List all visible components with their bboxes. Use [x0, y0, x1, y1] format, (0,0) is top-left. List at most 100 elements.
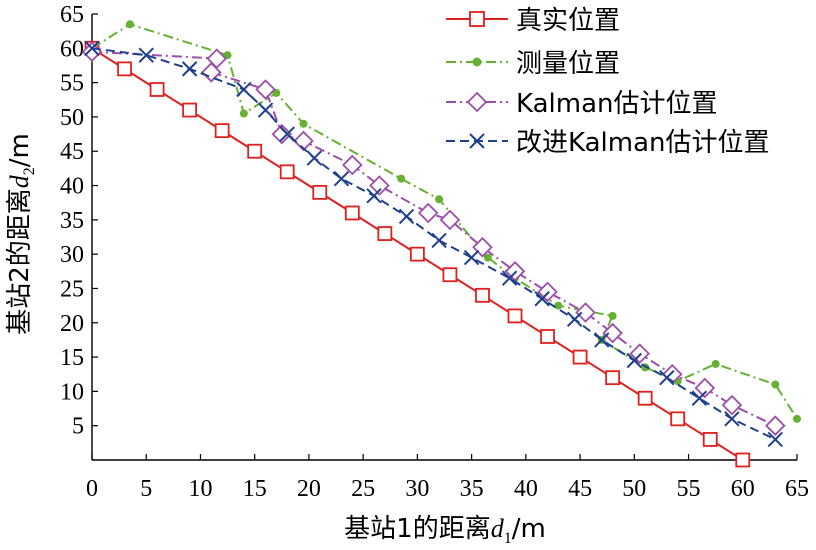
x-tick-label: 40	[514, 476, 538, 502]
x-tick-label: 25	[351, 476, 375, 502]
y-tick-label: 30	[60, 242, 84, 268]
x-marker	[566, 311, 583, 328]
x-marker	[767, 431, 784, 448]
dot-marker-icon	[472, 57, 482, 67]
y-tick-label: 20	[60, 311, 84, 337]
square-marker	[214, 123, 230, 139]
diamond-marker	[629, 343, 651, 364]
x-marker	[257, 102, 274, 118]
x-marker	[138, 47, 154, 63]
x-marker	[431, 232, 447, 249]
x-marker	[333, 170, 350, 187]
square-marker-icon	[469, 11, 485, 27]
y-tick-label: 25	[60, 276, 84, 302]
dot-marker	[397, 174, 406, 183]
square-marker	[279, 164, 295, 180]
series-4	[84, 40, 784, 448]
square-marker	[670, 411, 686, 427]
dot-marker	[125, 20, 134, 29]
diamond-marker	[271, 123, 293, 145]
diamond-marker	[575, 302, 596, 323]
x-marker	[181, 61, 198, 77]
dot-marker	[239, 109, 248, 118]
legend-label: 改进Kalman估计位置	[516, 128, 770, 158]
x-marker	[594, 332, 610, 348]
x-ticks: 0 5 10 15 20 25 30 35 40 45 50 55 60 65	[86, 454, 809, 502]
x-marker	[659, 369, 675, 386]
x-tick-label: 0	[86, 476, 98, 502]
y-ticks: 5 10 15 20 25 30 35 40 45 50 55 60 65	[60, 2, 98, 440]
series-line	[91, 23, 798, 420]
x-marker	[501, 270, 518, 286]
dot-marker	[793, 414, 801, 423]
y-tick-label: 15	[60, 345, 84, 371]
y-tick-label: 5	[72, 414, 84, 440]
dot-marker	[771, 380, 780, 389]
dot-marker	[223, 51, 232, 60]
square-marker	[247, 143, 263, 159]
square-marker	[344, 205, 360, 221]
diamond-marker	[694, 377, 716, 399]
diamond-marker	[293, 130, 314, 152]
square-marker	[572, 349, 588, 365]
x-marker	[463, 249, 480, 266]
y-tick-label: 65	[60, 2, 84, 28]
diamond-marker	[602, 322, 623, 344]
dot-marker	[272, 88, 281, 97]
square-marker	[312, 184, 328, 200]
x-tick-label: 60	[731, 476, 755, 502]
diamond-marker	[721, 394, 743, 416]
dot-marker	[711, 359, 720, 368]
x-tick-label: 45	[568, 476, 592, 502]
square-marker	[605, 370, 621, 386]
legend-label: 测量位置	[516, 49, 620, 79]
y-tick-label: 55	[60, 71, 84, 97]
square-marker	[507, 308, 523, 324]
diamond-marker	[537, 281, 558, 303]
x-tick-label: 65	[785, 476, 809, 502]
square-marker	[149, 82, 165, 97]
legend-label: Kalman估计位置	[516, 89, 718, 119]
x-tick-label: 5	[140, 476, 152, 502]
x-tick-label: 55	[677, 476, 701, 502]
x-marker	[398, 208, 415, 225]
x-marker	[534, 291, 550, 307]
x-marker	[236, 81, 252, 98]
y-tick-label: 45	[60, 139, 84, 165]
diamond-marker	[369, 175, 390, 196]
y-tick-label: 40	[60, 174, 84, 200]
x-tick-label: 20	[297, 476, 321, 502]
x-marker	[84, 40, 100, 57]
square-marker	[702, 432, 718, 447]
x-axis-title: 基站1的距离d1/m	[344, 514, 546, 547]
diamond-marker	[255, 79, 276, 100]
diamond-marker-icon	[466, 91, 488, 113]
square-marker	[540, 329, 555, 344]
legend-item-improved-kalman: 改进Kalman估计位置	[446, 128, 770, 158]
legend: 真实位置 测量位置 Kalman估计位置 改进Kalman估计位置	[446, 6, 770, 158]
square-marker	[735, 452, 751, 468]
y-tick-label: 50	[60, 105, 84, 131]
x-marker	[626, 352, 643, 369]
dot-marker	[299, 119, 308, 128]
square-marker	[377, 226, 393, 241]
y-tick-label: 60	[60, 36, 84, 62]
x-tick-label: 30	[405, 476, 429, 502]
legend-item-measured-position: 测量位置	[446, 49, 620, 79]
square-marker	[475, 287, 490, 303]
square-marker	[637, 390, 653, 406]
x-marker	[279, 126, 295, 142]
square-marker	[409, 246, 425, 262]
square-marker	[117, 61, 132, 77]
dot-marker	[483, 253, 492, 262]
dot-marker	[608, 311, 617, 320]
y-tick-label: 35	[60, 208, 84, 234]
y-tick-label: 10	[60, 379, 84, 405]
legend-label: 真实位置	[516, 6, 620, 36]
legend-item-kalman: Kalman估计位置	[446, 89, 718, 119]
dot-marker	[435, 195, 444, 204]
diamond-marker	[417, 202, 439, 224]
x-tick-label: 35	[460, 476, 484, 502]
diamond-marker	[504, 261, 526, 282]
